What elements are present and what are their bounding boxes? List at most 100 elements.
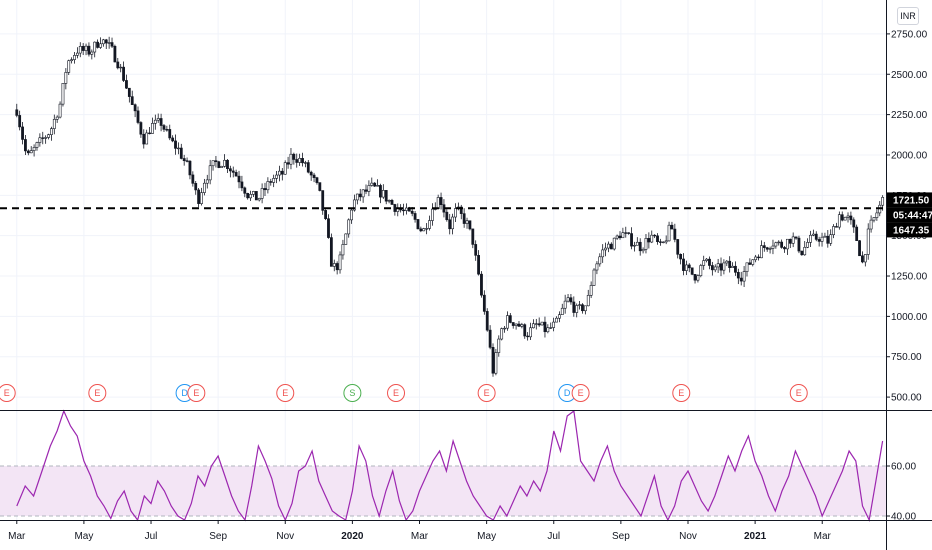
candle-body [557, 314, 561, 319]
candle-body [693, 274, 697, 281]
candle-body [615, 235, 619, 239]
candle-body [549, 327, 553, 329]
event-label: E [4, 388, 10, 398]
event-circle [571, 384, 590, 402]
candle-body [428, 220, 431, 229]
time-tick-label: Jul [547, 531, 560, 542]
candle-body [736, 272, 740, 279]
candle-body [540, 321, 544, 326]
candle-body [760, 245, 763, 259]
candle-body [275, 174, 278, 179]
candle-body [341, 244, 345, 256]
earnings-marker: E [571, 384, 590, 402]
candle-body [803, 246, 807, 256]
candle-body [286, 162, 290, 165]
candle-body [840, 214, 844, 221]
candle-body [301, 158, 304, 164]
candle-body [318, 182, 322, 191]
candle-body [762, 245, 766, 248]
candle-body [367, 185, 371, 192]
rsi-tick-label: 40.00 [891, 512, 916, 523]
candle-body [497, 338, 501, 353]
candle-body [87, 45, 91, 55]
candle-body [529, 327, 532, 338]
candle-body [823, 235, 827, 238]
candle-body [113, 45, 117, 63]
price-tag-label: 1721.50 [893, 195, 930, 206]
event-label: E [282, 388, 288, 398]
time-tick-label: Nov [679, 531, 697, 542]
candle-body [757, 256, 760, 259]
candle-body [101, 39, 105, 45]
candle-body [223, 159, 226, 167]
candle-body [439, 197, 443, 205]
dividend-marker: D [558, 384, 577, 402]
currency-button[interactable]: INR [897, 7, 919, 25]
candle-body [650, 234, 654, 243]
event-circle [276, 384, 295, 402]
time-tick-label: Mar [814, 531, 832, 542]
candle-body [327, 218, 330, 238]
candle-body [702, 260, 706, 266]
event-circle [789, 384, 808, 402]
candle-body [191, 174, 195, 184]
candle-body [754, 256, 758, 261]
candle-body [780, 241, 784, 248]
candle-body [269, 181, 273, 183]
candle-body [116, 61, 120, 69]
candle-body [728, 260, 732, 268]
time-tick-label: Mar [8, 531, 26, 542]
candle-body [569, 297, 573, 303]
candle-body [125, 80, 128, 89]
candle-body [633, 244, 636, 247]
candle-body [156, 118, 160, 121]
candle-body [295, 159, 299, 163]
candle-body [684, 264, 688, 271]
candle-body [566, 297, 570, 302]
candle-body [477, 255, 480, 275]
candlestick-series [15, 36, 885, 377]
candle-body [832, 226, 835, 235]
candle-body [480, 273, 483, 296]
candle-body [165, 129, 169, 131]
event-circle [477, 384, 496, 402]
earnings-marker: E [187, 384, 206, 402]
candle-body [725, 260, 729, 264]
candle-body [21, 126, 24, 140]
candle-body [835, 226, 838, 228]
candle-body [791, 236, 795, 244]
candle-body [231, 170, 235, 173]
candle-body [797, 237, 801, 252]
candle-body [145, 132, 149, 145]
candle-body [379, 185, 382, 198]
candle-body [777, 241, 781, 244]
candle-body [309, 171, 313, 176]
candle-body [806, 242, 810, 248]
earnings-marker: E [276, 384, 295, 402]
candle-body [99, 43, 102, 48]
candle-body [29, 150, 33, 154]
candle-body [731, 265, 734, 268]
candle-body [656, 235, 659, 243]
candle-body [451, 216, 454, 230]
time-tick-label: 2021 [744, 531, 767, 542]
candle-body [546, 327, 550, 333]
price-tick-label: 750.00 [891, 352, 922, 363]
candle-body [817, 239, 821, 242]
candle-body [448, 219, 452, 230]
candle-body [240, 181, 244, 189]
candle-body [482, 294, 486, 312]
candle-body [589, 285, 593, 296]
candle-body [445, 211, 449, 221]
candle-body [324, 210, 328, 220]
candle-body [843, 216, 847, 221]
candle-body [462, 213, 466, 224]
candle-body [260, 188, 264, 199]
candle-body [765, 247, 769, 250]
candle-body [182, 158, 186, 161]
candle-body [52, 119, 56, 129]
candle-body [194, 183, 198, 191]
candle-body [252, 191, 255, 195]
